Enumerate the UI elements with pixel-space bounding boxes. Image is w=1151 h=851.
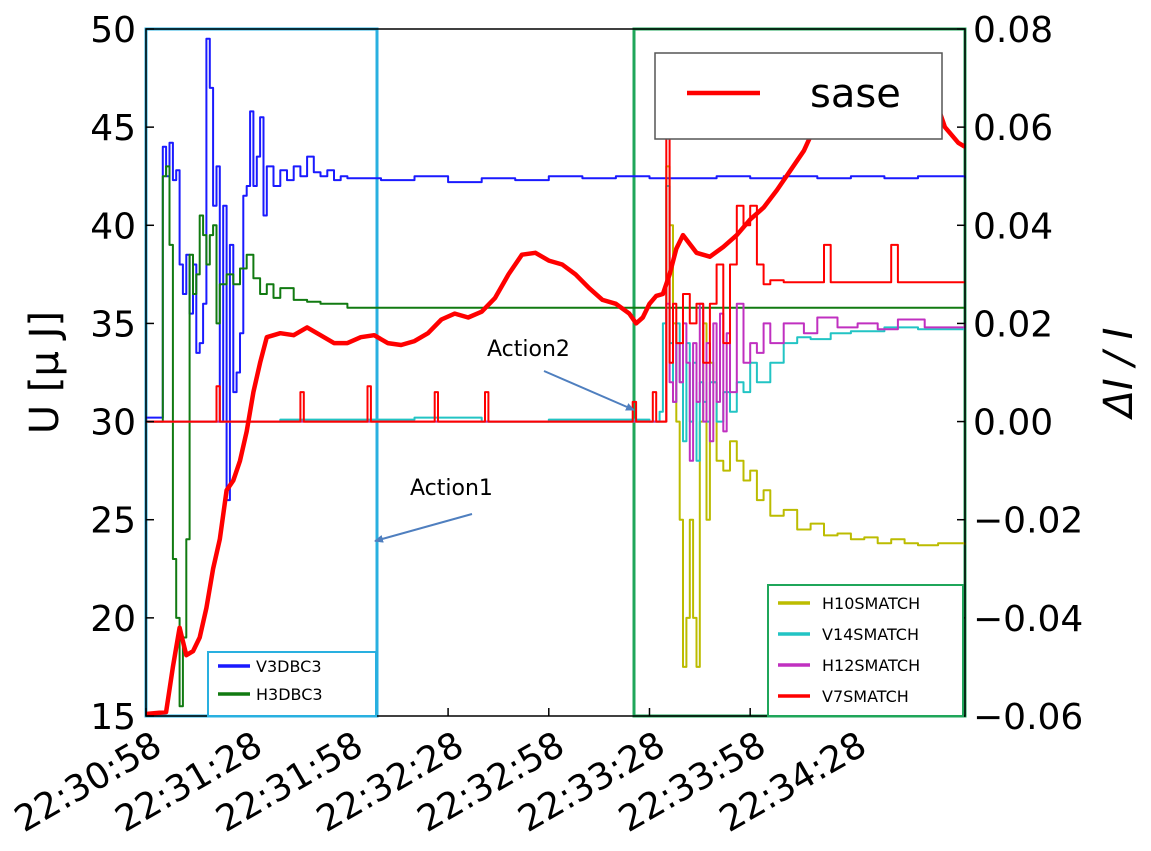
y-left-tick-label: 50 xyxy=(90,10,136,51)
series-line-sase xyxy=(145,99,967,717)
y-left-tick-label: 25 xyxy=(90,501,136,542)
annotations-layer: Action1 Action2 xyxy=(374,337,635,543)
legend-left-box xyxy=(207,651,377,717)
series-line-v14smatch xyxy=(146,185,966,462)
y-left-tick-label: 15 xyxy=(90,697,136,738)
series-line-v7smatch xyxy=(146,136,965,423)
series-line-h12smatch xyxy=(146,302,966,462)
arrow-action1 xyxy=(374,513,473,543)
legend-label: V7SMATCH xyxy=(822,687,909,706)
y-axis-right-title: ΔI / I xyxy=(1096,328,1142,421)
y-left-tick-label: 45 xyxy=(90,108,136,149)
y-right-tick-label: 0.02 xyxy=(973,304,1053,345)
legend-label: V14SMATCH xyxy=(822,625,919,644)
y-axis-left-title: U [μ J] xyxy=(22,311,68,434)
legend-label: V3DBC3 xyxy=(256,657,322,676)
plot-frame xyxy=(145,28,966,717)
legend-label: sase xyxy=(810,71,901,117)
annotation-action2: Action2 xyxy=(487,337,570,362)
y-right-tick-label: 0.00 xyxy=(973,403,1053,444)
series-line-h10smatch xyxy=(146,165,966,668)
series-line-h3dbc3 xyxy=(146,165,965,708)
y-left-tick-label: 20 xyxy=(90,599,136,640)
y-right-tick-label: 0.04 xyxy=(973,206,1053,247)
legend-label: H10SMATCH xyxy=(822,594,920,613)
legend-right-box xyxy=(767,584,964,717)
y-right-tick-label: −0.04 xyxy=(973,599,1083,640)
y-right-tick-label: 0.08 xyxy=(973,10,1053,51)
legends-layer: sase V3DBC3 H3DBC3 H10SMATCH V14SMATCH H12SMA… xyxy=(207,52,964,717)
annotation-action1: Action1 xyxy=(410,476,493,501)
y-right-tick-label: −0.06 xyxy=(973,697,1083,738)
series-layer xyxy=(145,37,967,717)
y-right-tick-label: 0.06 xyxy=(973,108,1053,149)
arrow-action2 xyxy=(543,370,635,411)
y-left-tick-label: 35 xyxy=(90,304,136,345)
legend-label: H12SMATCH xyxy=(822,656,920,675)
y-right-tick-label: −0.02 xyxy=(973,501,1083,542)
action1-region-box xyxy=(144,27,379,718)
y-left-tick-label: 40 xyxy=(90,206,136,247)
legend-sase-box xyxy=(654,52,943,140)
legend-label: H3DBC3 xyxy=(256,685,323,704)
y-left-tick-label: 30 xyxy=(90,403,136,444)
